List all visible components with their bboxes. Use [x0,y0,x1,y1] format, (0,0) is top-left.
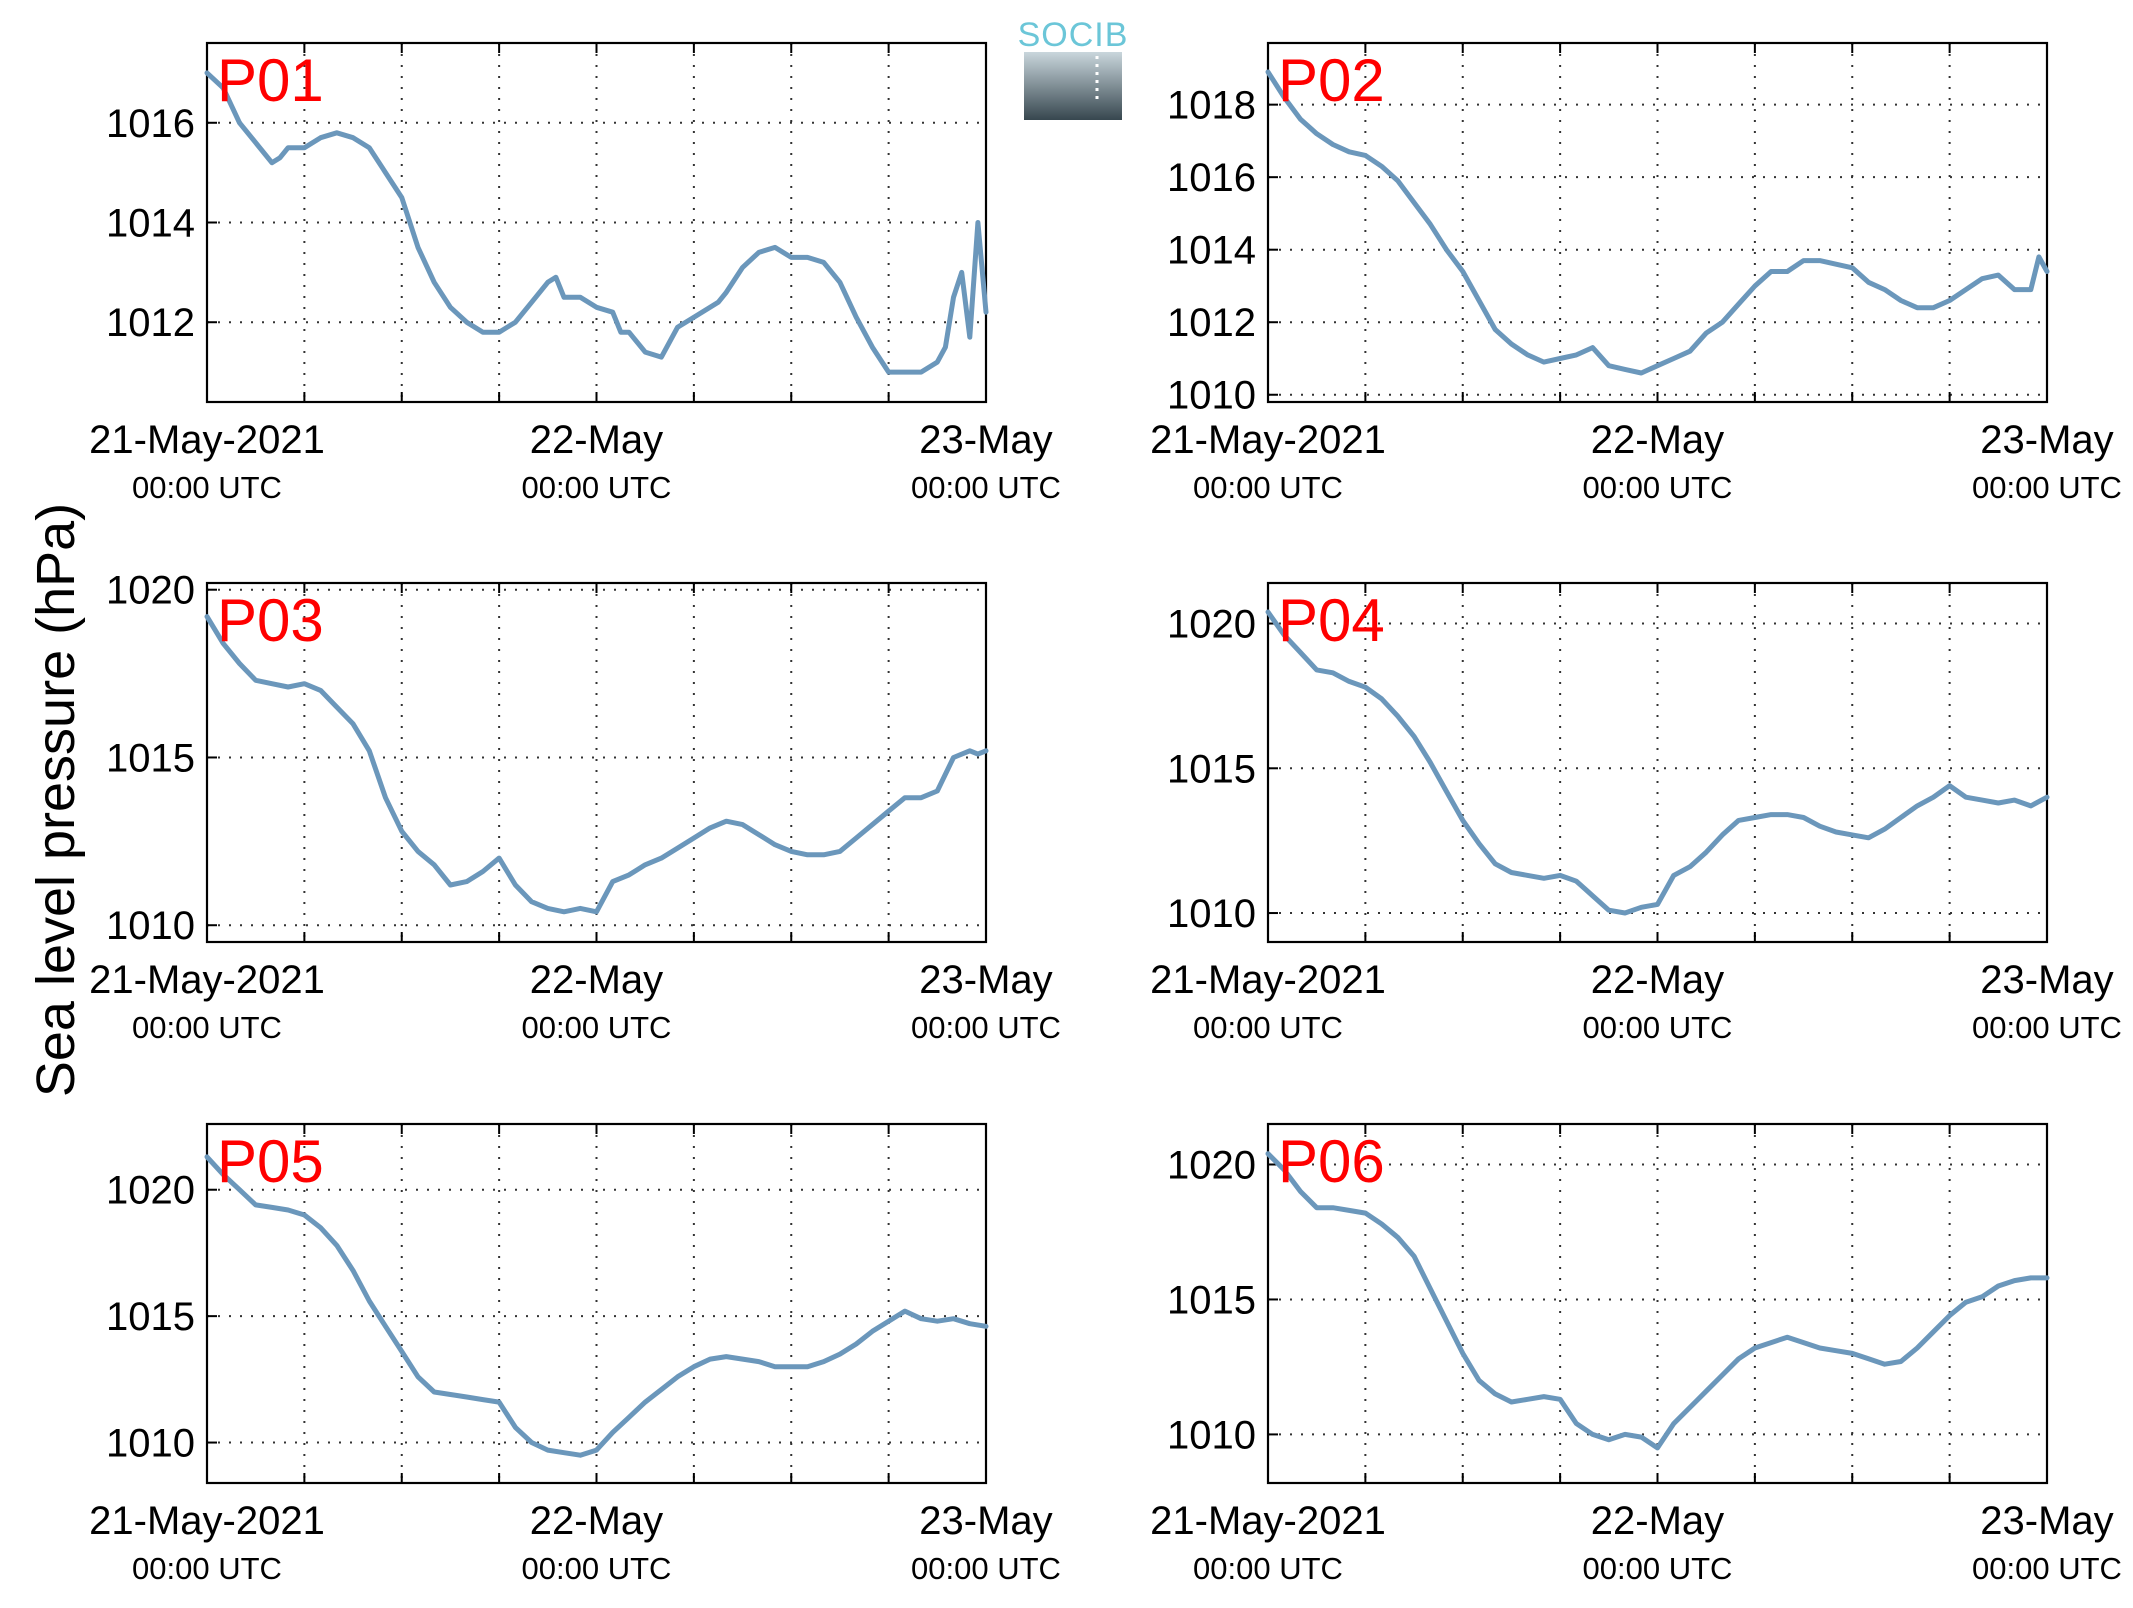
x-tick-label-time: 00:00 UTC [911,1010,1061,1045]
pressure-series-line [1265,69,2050,376]
x-tick-label-time: 00:00 UTC [1193,1551,1343,1586]
x-tick-label-time: 00:00 UTC [1972,470,2122,505]
x-tick-label-date: 22-May [1591,418,1724,462]
panel-label: P02 [1278,47,1385,114]
panel-01: 1012 1014 1016 21-May-2021 00:00 UTC 22-May 00… [89,41,1061,505]
x-tick-label-date: 21-May-2021 [1150,418,1386,462]
axes-frame [205,581,988,944]
axes-frame [1266,581,2049,944]
y-tick-label: 1010 [106,1422,195,1466]
y-tick-label: 1016 [106,102,195,146]
x-tick-label-time: 00:00 UTC [911,470,1061,505]
x-tick-label-date: 22-May [1591,1499,1724,1543]
x-tick-label-time: 00:00 UTC [522,470,672,505]
axes-frame [205,41,988,404]
x-tick-label-date: 23-May [919,1499,1052,1543]
y-tick-label: 1015 [1167,1278,1256,1322]
x-tick-label-date: 23-May [919,958,1052,1002]
x-tick-label-time: 00:00 UTC [911,1551,1061,1586]
x-tick-label-date: 21-May-2021 [1150,958,1386,1002]
panel-06: 1010 1015 1020 21-May-2021 00:00 UTC 22-May 00… [1150,1122,2122,1586]
x-tick-label-time: 00:00 UTC [1583,1551,1733,1586]
socib-logo-text: SOCIB [1018,16,1129,54]
pressure-series-line [204,70,989,375]
socib-logo-block [1024,52,1122,120]
y-tick-label: 1014 [1167,229,1256,273]
axes-frame [1266,1122,2049,1485]
x-tick-label-time: 00:00 UTC [522,1551,672,1586]
x-tick-label-date: 23-May [919,418,1052,462]
x-tick-label-time: 00:00 UTC [132,470,282,505]
y-tick-label: 1012 [106,301,195,345]
x-tick-label-date: 21-May-2021 [89,418,325,462]
y-tick-label: 1020 [1167,1143,1256,1187]
x-tick-label-date: 21-May-2021 [89,958,325,1002]
x-tick-label-time: 00:00 UTC [1972,1551,2122,1586]
y-tick-label: 1016 [1167,156,1256,200]
panel-label: P01 [217,47,324,114]
panels: 1012 1014 1016 21-May-2021 00:00 UTC 22-May 00… [89,41,2122,1586]
x-tick-label-date: 22-May [530,958,663,1002]
x-tick-label-time: 00:00 UTC [1972,1010,2122,1045]
panel-label: P05 [217,1128,324,1195]
pressure-series-line [204,614,989,915]
x-tick-label-time: 00:00 UTC [132,1551,282,1586]
x-tick-label-date: 21-May-2021 [89,1499,325,1543]
panel-03: 1010 1015 1020 21-May-2021 00:00 UTC 22-May 00… [89,569,1061,1045]
x-tick-label-date: 23-May [1980,958,2113,1002]
x-tick-label-time: 00:00 UTC [1193,470,1343,505]
x-tick-label-time: 00:00 UTC [1583,470,1733,505]
x-tick-label-time: 00:00 UTC [522,1010,672,1045]
panel-label: P03 [217,587,324,654]
pressure-series-line [204,1154,989,1458]
y-tick-label: 1015 [106,1295,195,1339]
x-tick-label-date: 22-May [530,418,663,462]
x-tick-label-time: 00:00 UTC [1583,1010,1733,1045]
y-tick-label: 1010 [1167,1413,1256,1457]
pressure-series-line [1265,609,2050,916]
pressure-series-line [1265,1151,2050,1451]
y-tick-label: 1020 [106,569,195,613]
y-tick-label: 1015 [1167,747,1256,791]
x-tick-label-date: 23-May [1980,1499,2113,1543]
axes-frame [1266,41,2049,404]
axes-frame [205,1122,988,1485]
y-tick-label: 1020 [1167,603,1256,647]
y-tick-label: 1015 [106,736,195,780]
x-tick-label-time: 00:00 UTC [132,1010,282,1045]
y-tick-label: 1014 [106,202,195,246]
panel-04: 1010 1015 1020 21-May-2021 00:00 UTC 22-May 00… [1150,581,2122,1045]
panel-label: P06 [1278,1128,1385,1195]
x-tick-label-date: 22-May [1591,958,1724,1002]
x-tick-label-date: 23-May [1980,418,2113,462]
y-tick-label: 1012 [1167,301,1256,345]
y-tick-label: 1020 [106,1169,195,1213]
x-tick-label-date: 22-May [530,1499,663,1543]
panel-label: P04 [1278,587,1385,654]
socib-logo: SOCIB [1018,16,1129,120]
y-tick-label: 1018 [1167,84,1256,128]
x-tick-label-time: 00:00 UTC [1193,1010,1343,1045]
y-tick-label: 1010 [1167,374,1256,418]
y-tick-label: 1010 [106,904,195,948]
y-tick-label: 1010 [1167,892,1256,936]
panel-02: 1010 1012 1014 1016 1018 21-May-2021 00:00 UTC… [1150,41,2122,505]
y-axis-label: Sea level pressure (hPa) [26,503,86,1097]
panel-05: 1010 1015 1020 21-May-2021 00:00 UTC 22-May 00… [89,1122,1061,1586]
x-tick-label-date: 21-May-2021 [1150,1499,1386,1543]
